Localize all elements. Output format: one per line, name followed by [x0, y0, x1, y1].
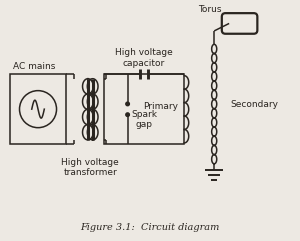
Text: High voltage
capacitor: High voltage capacitor — [115, 48, 173, 68]
Circle shape — [126, 113, 129, 116]
Text: Secondary: Secondary — [230, 100, 278, 109]
Bar — [10, 74, 66, 144]
Text: Figure 3.1:  Circuit diagram: Figure 3.1: Circuit diagram — [80, 223, 220, 232]
Text: Spark
gap: Spark gap — [131, 110, 157, 129]
Text: Torus: Torus — [198, 5, 222, 14]
Text: AC mains: AC mains — [13, 62, 55, 71]
Bar — [104, 74, 184, 144]
Text: High voltage
transformer: High voltage transformer — [61, 158, 119, 177]
Text: Primary: Primary — [143, 102, 178, 111]
Circle shape — [126, 102, 129, 106]
